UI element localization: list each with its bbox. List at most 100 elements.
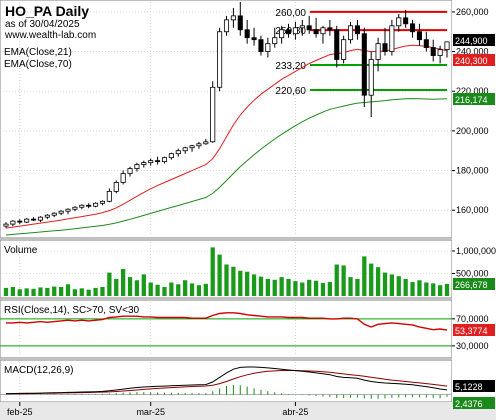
macd-panel — [0, 359, 453, 403]
volume-last-tag: 266,678 — [455, 280, 488, 290]
volume-bar — [121, 269, 126, 296]
volume-bar — [148, 282, 153, 296]
volume-bar — [79, 288, 84, 296]
volume-bar — [444, 283, 450, 296]
volume-bar — [279, 277, 284, 296]
rsi-last-tag-bg — [453, 324, 495, 336]
volume-bar — [162, 287, 167, 296]
volume-bar — [258, 276, 264, 296]
candle-body — [99, 200, 106, 204]
rsi-line — [6, 312, 448, 331]
volume-bar — [169, 282, 174, 296]
support-level-label: 220,60 — [275, 86, 306, 97]
candle-body — [86, 204, 92, 207]
candle-body — [93, 202, 99, 207]
candle-body — [368, 59, 374, 96]
volume-bar — [431, 283, 436, 296]
candle-body — [334, 29, 340, 60]
candle-body — [423, 39, 429, 49]
candle-body — [182, 147, 188, 152]
macd-hist-tag: 2,4376 — [455, 399, 483, 409]
volume-bar — [100, 287, 105, 296]
volume-title: Volume — [4, 245, 38, 256]
candle-body — [416, 31, 422, 41]
candle-body — [31, 218, 37, 221]
volume-bar — [3, 287, 9, 296]
macd-signal-line — [6, 369, 448, 395]
candle-body — [175, 150, 181, 155]
volume-bar — [396, 276, 401, 296]
candle-body — [127, 168, 133, 174]
volume-bar — [327, 282, 332, 296]
volume-tick-label: 1,000,000 — [456, 246, 496, 256]
volume-bar — [403, 278, 408, 296]
ema-long-tag: 216,174 — [455, 95, 488, 105]
x-tick-label: feb-25 — [7, 407, 33, 417]
price-tick-label: 200,000 — [456, 126, 489, 136]
candle-body — [51, 212, 57, 216]
candle-body — [58, 210, 64, 214]
macd-hist-tag-bg — [453, 397, 495, 409]
price-tick-label: 260,000 — [456, 7, 489, 17]
candle-body — [292, 27, 298, 35]
candle-body — [299, 25, 305, 29]
volume-bar — [231, 266, 236, 296]
candle-body — [203, 141, 209, 145]
legend-ema-long: EMA(Close,70) — [4, 59, 72, 70]
x-tick-label: mar-25 — [136, 407, 165, 417]
volume-bar — [189, 283, 195, 296]
volume-bar — [93, 287, 98, 296]
volume-bar — [24, 288, 29, 296]
volume-bar — [31, 288, 36, 296]
volume-bar — [286, 278, 291, 296]
candle-body — [410, 23, 416, 33]
volume-bar — [424, 282, 429, 296]
macd-last-tag: 5,1228 — [455, 382, 483, 392]
candle-body — [10, 220, 16, 225]
x-tick-label: abr-25 — [282, 407, 308, 417]
candle-body — [17, 220, 23, 223]
candle-body — [430, 47, 436, 56]
volume-bar — [114, 278, 119, 296]
candle-body — [341, 39, 347, 60]
candle-body — [320, 27, 326, 35]
candle-body — [313, 29, 319, 35]
candle-body — [279, 29, 285, 39]
volume-bar — [45, 287, 50, 296]
volume-bar — [65, 284, 71, 296]
candle-body — [251, 37, 257, 41]
candle-body — [403, 17, 409, 25]
rsi-panel — [0, 299, 453, 359]
resistance-level-label: 260,00 — [275, 8, 306, 19]
candle-body — [210, 86, 216, 143]
volume-bar — [134, 280, 140, 296]
watermark-site: www.wealth-lab.com — [4, 30, 96, 41]
candle-body — [375, 43, 381, 60]
volume-bar — [300, 282, 305, 296]
volume-bar — [362, 256, 367, 296]
volume-bar — [437, 285, 443, 296]
volume-bar — [265, 278, 270, 296]
price-tick-label: 160,000 — [456, 205, 489, 215]
last-price-tag: 244,900 — [455, 36, 488, 46]
candle-body — [141, 162, 147, 166]
candle-body — [389, 25, 395, 52]
volume-bar — [217, 254, 222, 296]
volume-bar — [313, 280, 319, 296]
rsi-tick-label: 30,0000 — [456, 341, 489, 351]
candle-body — [189, 145, 195, 149]
candle-body — [361, 33, 367, 96]
volume-bar — [38, 287, 43, 296]
price-panel — [0, 0, 453, 239]
volume-bar — [127, 277, 133, 296]
volume-bar — [348, 277, 353, 296]
legend-ema-short: EMA(Close,21) — [4, 47, 72, 58]
volume-bar — [141, 274, 146, 296]
volume-bar — [375, 267, 381, 296]
candle-body — [37, 216, 43, 221]
candle-body — [3, 223, 9, 227]
rsi-title: RSI(Close,14), SC>70, SV<30 — [4, 305, 140, 316]
candle-body — [230, 15, 236, 21]
volume-bar — [86, 289, 91, 296]
